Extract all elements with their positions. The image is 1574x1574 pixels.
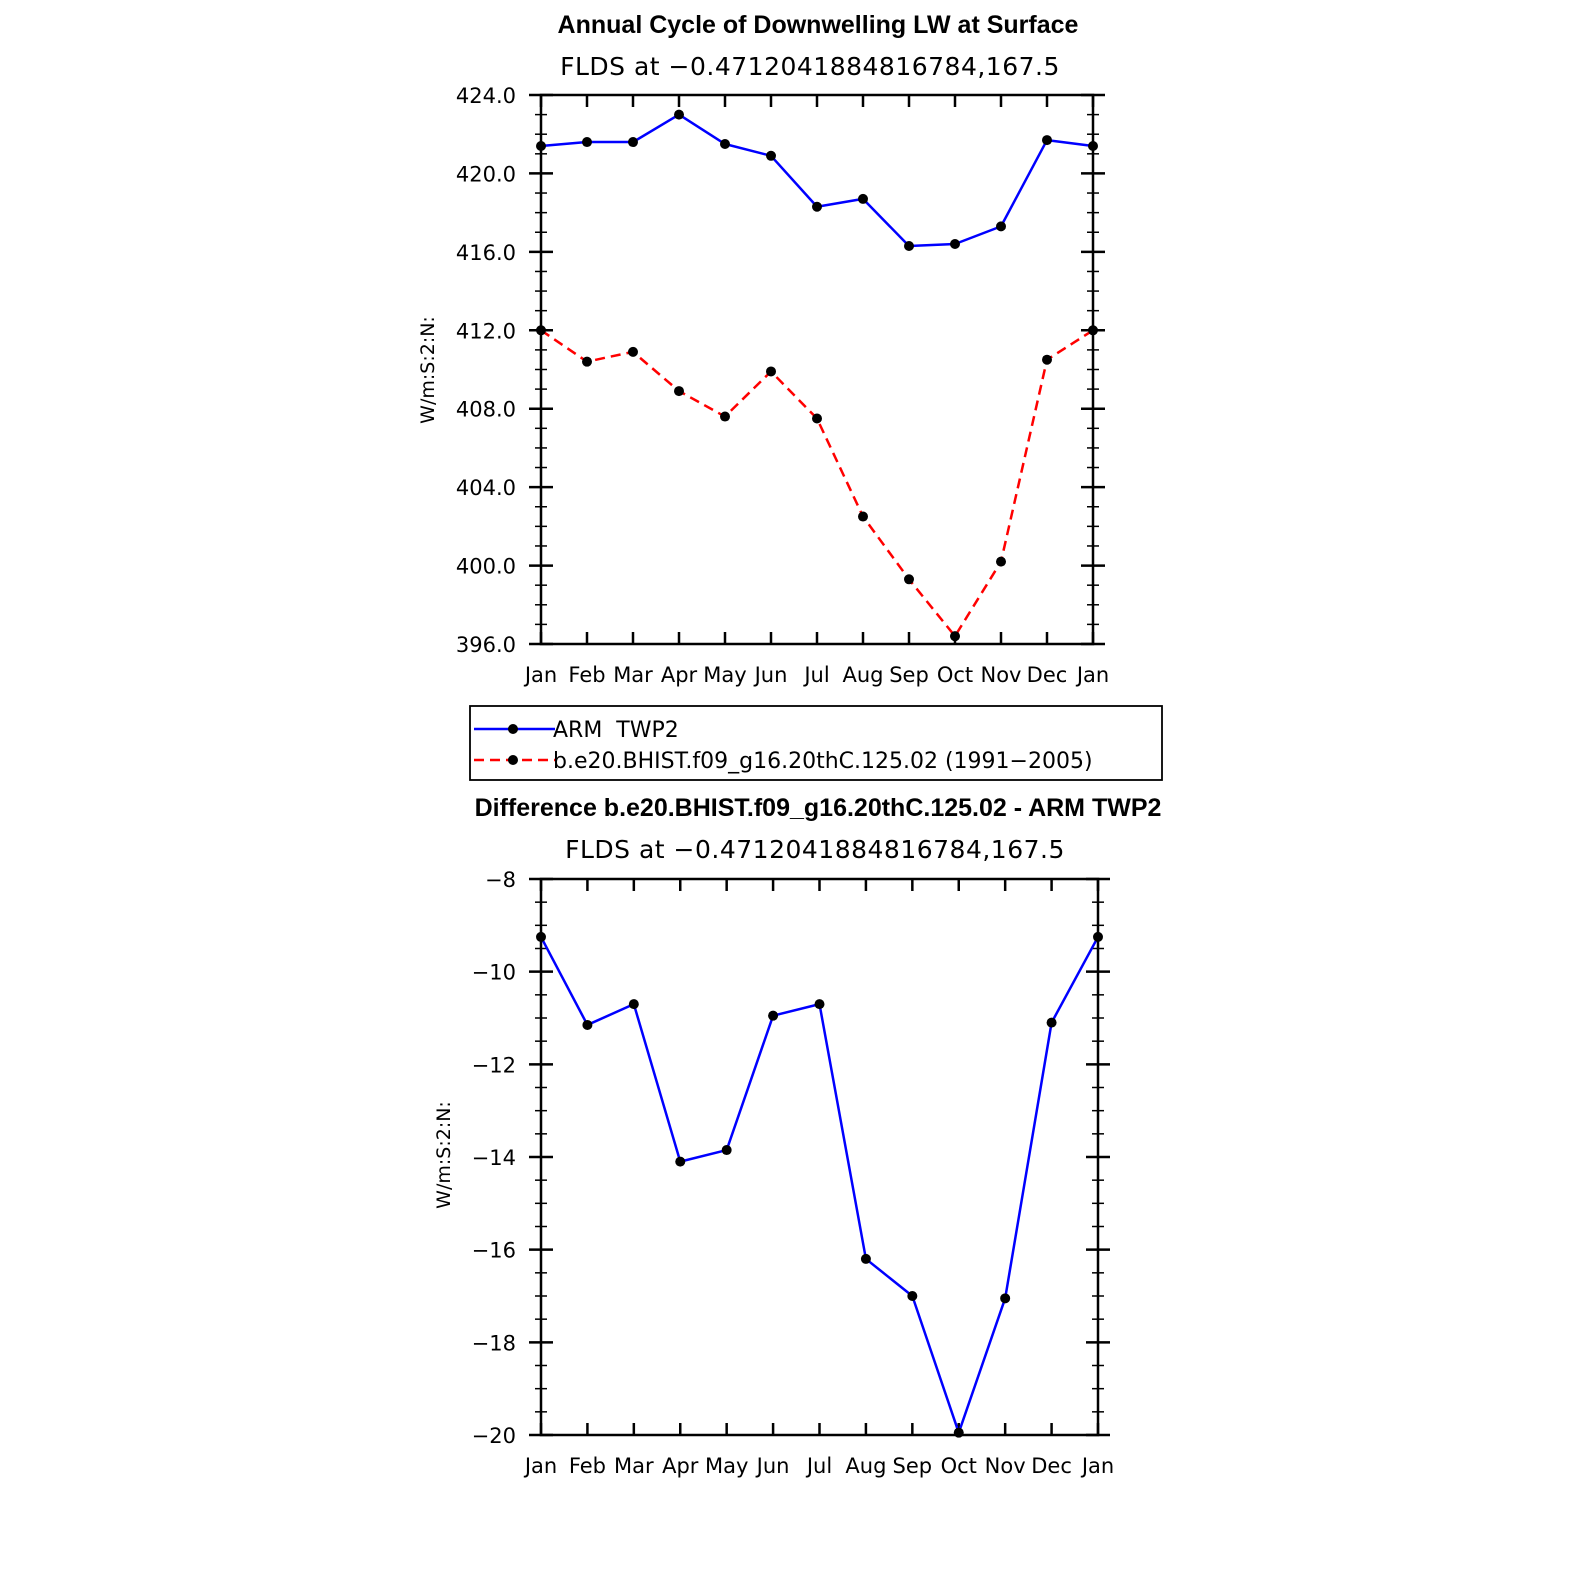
chart1-y-tick-label: 400.0 [456, 555, 516, 579]
chart2-series-group [536, 931, 1103, 1438]
chart1-x-tick-label: Jun [753, 663, 788, 687]
chart2-series-0-point [768, 1010, 779, 1021]
chart1-x-tick-label: Jul [802, 663, 829, 687]
chart1-series-1-point [812, 413, 822, 424]
chart2-y-tick-label: −20 [472, 1424, 516, 1448]
chart2-series-0-point [1000, 1293, 1011, 1304]
chart2-x-tick-label: May [705, 1454, 748, 1478]
chart2-x-tick-label: Nov [985, 1454, 1026, 1478]
chart1-x-tick-label: Jan [1075, 663, 1109, 687]
chart1-series-1-point [904, 574, 914, 585]
legend-box [469, 705, 1163, 781]
chart1-series-1-point [582, 356, 592, 367]
chart1-x-tick-label: Feb [568, 663, 605, 687]
chart2-x-tick-label: Jun [755, 1454, 790, 1478]
chart2-y-tick-label: −14 [472, 1146, 516, 1170]
chart2-y-tick-label: −12 [472, 1053, 516, 1077]
chart2-series-0-point [582, 1019, 593, 1030]
chart1-series-0-point [858, 193, 868, 204]
chart2-series-0-point [1046, 1017, 1057, 1028]
chart1-series-0-point [766, 150, 776, 161]
chart2-series-0-point [721, 1145, 732, 1156]
chart1-x-tick-label: Mar [613, 663, 653, 687]
legend-label-model: b.e20.BHIST.f09_g16.20thC.125.02 (1991−2… [553, 749, 1093, 774]
chart2-y-tick-label: −8 [485, 868, 516, 892]
annual-cycle-chart: Annual Cycle of Downwelling LW at Surfac… [417, 11, 1109, 687]
chart1-y-tick-label: 404.0 [456, 476, 516, 500]
chart2-ticks: Jan Feb Mar Apr May Jun Jul Aug Sep Oct Nov Dec Jan−… [472, 868, 1115, 1478]
chart1-series-1-point [766, 366, 776, 377]
chart2-x-tick-label: Feb [569, 1454, 606, 1478]
chart1-subtitle: FLDS at −0.4712041884816784,167.5 [560, 52, 1060, 81]
chart1-series-1-point [628, 346, 638, 357]
legend-marker-model [508, 755, 518, 765]
chart2-x-tick-label: Apr [662, 1454, 699, 1478]
chart1-x-tick-label: May [703, 663, 746, 687]
chart1-series-0-point [996, 221, 1006, 232]
chart2-y-tick-label: −16 [472, 1239, 516, 1263]
chart1-series-0-point [1042, 135, 1052, 146]
chart2-x-tick-label: Jul [805, 1454, 832, 1478]
chart2-y-axis-label: W/m:S:2:N: [433, 1101, 455, 1209]
legend: ARM TWP2 b.e20.BHIST.f09_g16.20thC.125.0… [469, 705, 1163, 781]
chart2-x-tick-label: Jan [523, 1454, 557, 1478]
difference-chart: Difference b.e20.BHIST.f09_g16.20thC.125… [433, 794, 1161, 1478]
chart1-x-tick-label: Jan [523, 663, 557, 687]
chart1-y-tick-label: 408.0 [456, 398, 516, 422]
chart1-x-tick-label: Oct [937, 663, 973, 687]
chart1-x-tick-label: Nov [981, 663, 1022, 687]
chart1-series-1-point [1042, 354, 1052, 365]
chart1-x-tick-label: Apr [661, 663, 698, 687]
chart2-series-0-point [860, 1253, 871, 1264]
chart1-series-line-1 [540, 329, 1094, 638]
chart1-series-1-point [674, 386, 684, 397]
chart1-series-0-point [720, 139, 730, 150]
chart2-x-tick-label: Jan [1080, 1454, 1114, 1478]
chart2-plot-frame [539, 877, 1100, 1437]
chart2-series-0-point [814, 999, 825, 1010]
legend-marker-arm-twp2 [508, 724, 518, 734]
chart1-x-tick-label: Sep [889, 663, 929, 687]
chart1-y-tick-label: 416.0 [456, 241, 516, 265]
chart2-title: Difference b.e20.BHIST.f09_g16.20thC.125… [475, 794, 1162, 822]
chart1-series-0-point [812, 201, 822, 212]
chart1-y-axis-label: W/m:S:2:N: [417, 316, 439, 424]
chart2-series-0-point [628, 999, 639, 1010]
chart1-series-1-point [720, 411, 730, 422]
chart1-series-0-point [628, 137, 638, 148]
chart1-x-tick-label: Aug [842, 663, 883, 687]
chart1-series-0-point [582, 137, 592, 148]
chart1-y-tick-label: 424.0 [456, 84, 516, 108]
chart1-y-tick-label: 396.0 [456, 633, 516, 657]
chart2-series-0-point [675, 1156, 686, 1167]
chart1-series-0-point [950, 239, 960, 250]
chart1-series-group [536, 109, 1098, 642]
chart2-series-line-0 [539, 936, 1100, 1434]
chart2-x-tick-label: Aug [845, 1454, 886, 1478]
chart2-x-tick-label: Sep [893, 1454, 933, 1478]
chart1-series-1-point [996, 556, 1006, 567]
chart1-series-0-point [674, 109, 684, 120]
chart1-title: Annual Cycle of Downwelling LW at Surfac… [558, 11, 1079, 39]
chart1-ticks: Jan Feb Mar Apr May Jun Jul Aug Sep Oct Nov Dec Jan 3… [456, 84, 1109, 687]
chart2-subtitle: FLDS at −0.4712041884816784,167.5 [565, 835, 1065, 864]
chart1-y-tick-label: 420.0 [456, 162, 516, 186]
chart1-y-tick-label: 412.0 [456, 319, 516, 343]
chart1-plot-frame [539, 93, 1095, 646]
chart1-series-0-point [904, 240, 914, 251]
chart2-x-tick-label: Oct [941, 1454, 977, 1478]
chart1-series-1-point [858, 511, 868, 522]
chart2-series-0-point [907, 1291, 918, 1301]
legend-label-arm-twp2: ARM TWP2 [553, 718, 679, 743]
chart2-x-tick-label: Mar [614, 1454, 654, 1478]
chart2-x-tick-label: Dec [1031, 1454, 1072, 1478]
chart2-y-tick-label: −18 [472, 1331, 516, 1355]
chart2-y-tick-label: −10 [472, 961, 516, 985]
chart1-x-tick-label: Dec [1027, 663, 1068, 687]
chart1-series-line-0 [540, 113, 1094, 248]
chart1-series-1-point [950, 631, 960, 642]
